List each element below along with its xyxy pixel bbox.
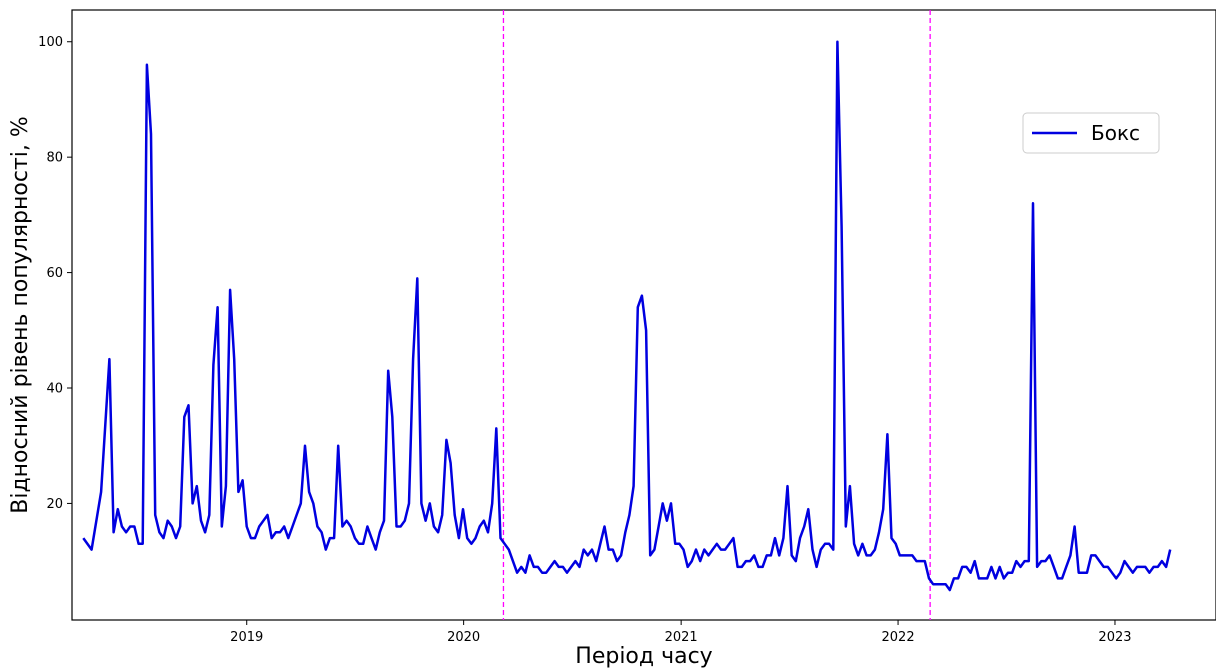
x-tick-label: 2023 <box>1098 630 1131 645</box>
series-line-boks <box>82 40 1172 592</box>
x-axis-ticks: 2019 2020 2021 2022 2023 <box>230 620 1132 645</box>
x-tick-label: 2021 <box>665 630 698 645</box>
x-tick-label: 2019 <box>230 630 263 645</box>
y-axis-title: Відносний рівень популярності, % <box>8 116 33 514</box>
legend: Бокс <box>1022 112 1160 154</box>
y-tick-label: 20 <box>46 497 63 512</box>
event-markers <box>502 10 931 620</box>
x-tick-label: 2022 <box>882 630 915 645</box>
legend-box <box>1022 112 1160 154</box>
legend-label-boks: Бокс <box>1091 121 1140 145</box>
y-tick-label: 40 <box>46 382 63 397</box>
y-tick-label: 60 <box>46 266 63 281</box>
y-tick-label: 80 <box>46 151 63 166</box>
x-tick-label: 2020 <box>447 630 480 645</box>
series-layer <box>82 40 1172 592</box>
y-tick-label: 100 <box>38 35 63 50</box>
x-axis-title: Період часу <box>575 644 712 669</box>
y-axis-ticks: 20 40 60 80 100 <box>38 35 72 512</box>
